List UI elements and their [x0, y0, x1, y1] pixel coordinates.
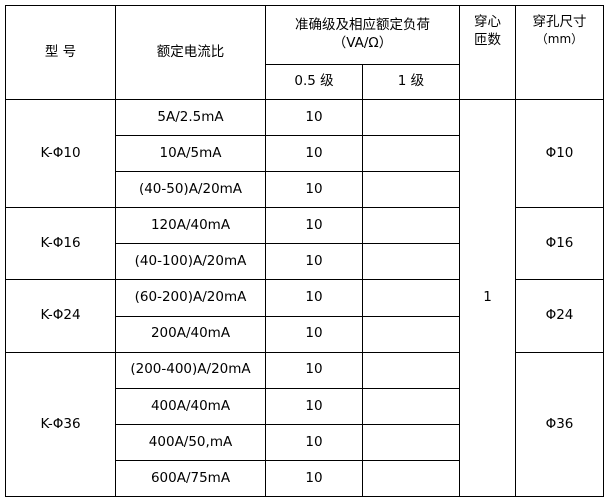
class-05-cell: 10 — [265, 459, 363, 498]
class-05-cell: 10 — [265, 171, 363, 209]
hole-cell: Φ16 — [515, 207, 604, 281]
ratio-cell: (60-200)A/20mA — [115, 279, 266, 317]
class-05-cell: 10 — [265, 98, 363, 137]
class-05-cell: 10 — [265, 279, 363, 317]
ratio-cell: (40-50)A/20mA — [115, 171, 266, 209]
table-row: 10A/5mA 10 — [6, 135, 604, 173]
class-1-cell — [362, 135, 460, 173]
class-1-cell — [362, 279, 460, 317]
model-cell: K-Φ24 — [5, 279, 116, 353]
table-row: 400A/40mA 10 — [6, 387, 604, 425]
hole-cell: Φ36 — [515, 351, 604, 498]
table-row: 600A/75mA 10 — [6, 459, 604, 498]
table-row: 400A/50,mA 10 — [6, 423, 604, 461]
model-cell: K-Φ10 — [5, 98, 116, 209]
ratio-cell: 10A/5mA — [115, 135, 266, 173]
class-05-cell: 10 — [265, 315, 363, 353]
class-05-cell: 10 — [265, 387, 363, 425]
table-row: (40-50)A/20mA 10 — [6, 171, 604, 209]
ratio-cell: (40-100)A/20mA — [115, 243, 266, 281]
class-1-cell — [362, 459, 460, 498]
class-1-cell — [362, 98, 460, 137]
hole-cell: Φ10 — [515, 98, 604, 209]
class-1-cell — [362, 315, 460, 353]
header-turns: 穿心匝数 — [459, 5, 516, 100]
class-05-cell: 10 — [265, 423, 363, 461]
header-accuracy-unit: （VA/Ω） — [332, 35, 393, 51]
header-hole-unit: （mm） — [535, 31, 584, 46]
spec-table: 型 号 额定电流比 准确级及相应额定负荷 （VA/Ω） 穿心匝数 穿孔尺寸 （m… — [5, 5, 604, 498]
model-cell: K-Φ36 — [5, 351, 116, 498]
header-ratio: 额定电流比 — [115, 5, 266, 100]
class-1-cell — [362, 351, 460, 389]
header-accuracy-title: 准确级及相应额定负荷 — [295, 17, 430, 34]
class-1-cell — [362, 423, 460, 461]
header-class-1: 1 级 — [362, 64, 460, 100]
table-row: (40-100)A/20mA 10 — [6, 243, 604, 281]
class-05-cell: 10 — [265, 351, 363, 389]
table-row: K-Φ24 (60-200)A/20mA 10 Φ24 — [5, 279, 604, 353]
table-row: 200A/40mA 10 — [6, 315, 604, 353]
class-05-cell: 10 — [265, 207, 363, 245]
header-turns-label: 穿心匝数 — [474, 14, 501, 48]
class-1-cell — [362, 171, 460, 209]
model-cell: K-Φ16 — [5, 207, 116, 281]
class-1-cell — [362, 387, 460, 425]
class-05-cell: 10 — [265, 243, 363, 281]
ratio-cell: 400A/40mA — [115, 387, 266, 425]
turns-cell: 1 — [459, 98, 516, 498]
class-1-cell — [362, 207, 460, 245]
header-hole-title: 穿孔尺寸 — [532, 14, 587, 30]
header-hole: 穿孔尺寸 （mm） — [515, 5, 604, 100]
table-row: K-Φ16 120A/40mA 10 Φ16 — [5, 207, 604, 281]
table-row: K-Φ10 5A/2.5mA 10 1 Φ10 — [5, 98, 604, 498]
hole-cell: Φ24 — [515, 279, 604, 353]
ratio-cell: 400A/50,mA — [115, 423, 266, 461]
header-accuracy: 准确级及相应额定负荷 （VA/Ω） — [265, 5, 460, 65]
ratio-cell: (200-400)A/20mA — [115, 351, 266, 389]
ratio-cell: 200A/40mA — [115, 315, 266, 353]
table-row: K-Φ36 (200-400)A/20mA 10 Φ36 — [5, 351, 604, 498]
header-class-05: 0.5 级 — [265, 64, 363, 100]
ratio-cell: 120A/40mA — [115, 207, 266, 245]
ratio-cell: 5A/2.5mA — [115, 98, 266, 137]
class-05-cell: 10 — [265, 135, 363, 173]
ratio-cell: 600A/75mA — [115, 459, 266, 498]
header-model: 型 号 — [5, 5, 116, 100]
class-1-cell — [362, 243, 460, 281]
